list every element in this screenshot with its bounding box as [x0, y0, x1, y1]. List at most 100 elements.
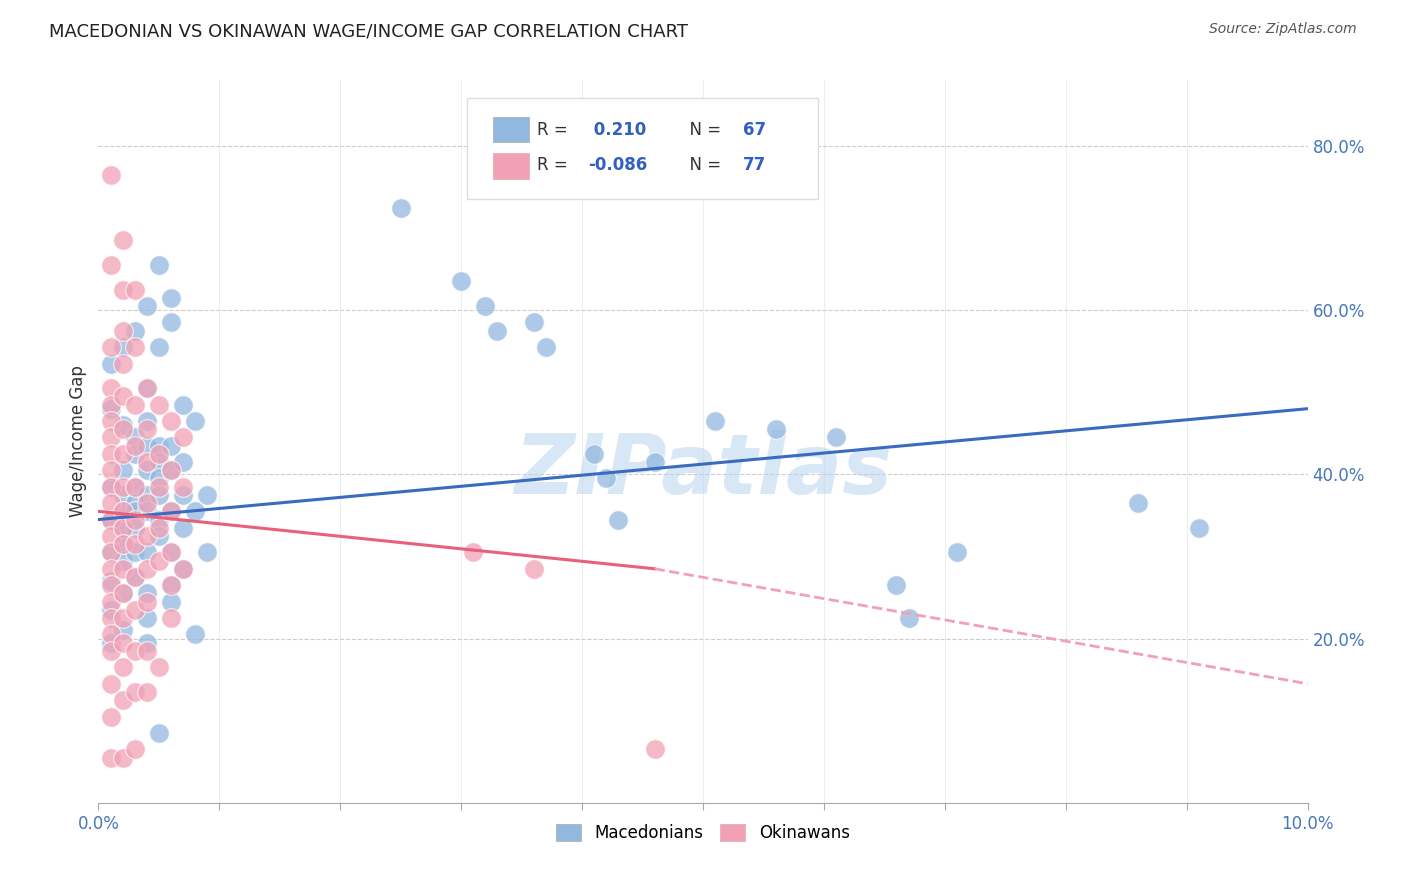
Point [160, 611, 183, 625]
Point [135, 439, 157, 453]
Point [111, 521, 134, 535]
Point [184, 504, 207, 518]
Point [172, 480, 194, 494]
Point [135, 586, 157, 600]
Point [100, 512, 122, 526]
Point [111, 586, 134, 600]
Point [111, 463, 134, 477]
Point [474, 299, 496, 313]
Point [160, 545, 183, 559]
Point [172, 398, 194, 412]
Point [124, 324, 146, 338]
Point [135, 488, 157, 502]
Point [450, 275, 472, 289]
Point [523, 316, 546, 330]
Point [111, 660, 134, 674]
Text: N =: N = [679, 121, 725, 139]
Point [100, 594, 122, 608]
Point [111, 553, 134, 567]
Point [111, 562, 134, 576]
Point [124, 430, 146, 444]
Point [148, 447, 170, 461]
Legend: Macedonians, Okinawans: Macedonians, Okinawans [550, 817, 856, 848]
Point [135, 562, 157, 576]
Point [148, 726, 170, 740]
Point [644, 742, 666, 756]
Point [111, 537, 134, 551]
Point [124, 742, 146, 756]
Point [124, 570, 146, 584]
Point [135, 496, 157, 510]
Point [111, 537, 134, 551]
Point [124, 644, 146, 658]
Point [111, 418, 134, 433]
Point [111, 504, 134, 518]
Point [595, 471, 617, 485]
Point [111, 488, 134, 502]
Point [825, 430, 848, 444]
Point [160, 504, 183, 518]
Point [100, 636, 122, 650]
Point [111, 750, 134, 764]
Point [100, 578, 122, 592]
Point [100, 529, 122, 543]
Point [172, 562, 194, 576]
Text: 77: 77 [742, 156, 766, 174]
Point [135, 644, 157, 658]
Point [100, 258, 122, 272]
Point [100, 340, 122, 354]
Point [148, 553, 170, 567]
Point [607, 512, 630, 526]
Point [135, 594, 157, 608]
Text: 0.210: 0.210 [588, 121, 647, 139]
Point [124, 603, 146, 617]
Point [124, 496, 146, 510]
Point [100, 401, 122, 416]
Point [124, 480, 146, 494]
Point [195, 488, 218, 502]
Point [111, 521, 134, 535]
Point [135, 545, 157, 559]
Point [160, 578, 183, 592]
Point [148, 439, 170, 453]
Point [534, 340, 557, 354]
Point [184, 414, 207, 428]
Point [100, 545, 122, 559]
Point [124, 480, 146, 494]
Point [160, 504, 183, 518]
Point [389, 201, 412, 215]
Point [172, 562, 194, 576]
Point [100, 398, 122, 412]
Point [1188, 521, 1211, 535]
Point [160, 578, 183, 592]
Text: Source: ZipAtlas.com: Source: ZipAtlas.com [1209, 22, 1357, 37]
Point [148, 455, 170, 469]
Point [135, 422, 157, 436]
Point [111, 324, 134, 338]
Point [111, 447, 134, 461]
Point [172, 430, 194, 444]
Point [100, 480, 122, 494]
Point [704, 414, 727, 428]
Point [172, 488, 194, 502]
Point [148, 480, 170, 494]
Point [135, 611, 157, 625]
Point [111, 611, 134, 625]
Point [111, 504, 134, 518]
Point [523, 562, 546, 576]
Point [135, 636, 157, 650]
Point [111, 480, 134, 494]
Point [148, 398, 170, 412]
Point [100, 644, 122, 658]
Point [160, 545, 183, 559]
Point [160, 414, 183, 428]
Point [160, 463, 183, 477]
Point [135, 414, 157, 428]
Point [135, 381, 157, 395]
Point [148, 258, 170, 272]
Text: R =: R = [537, 121, 574, 139]
Point [124, 504, 146, 518]
Point [172, 455, 194, 469]
Point [100, 627, 122, 641]
Point [135, 685, 157, 699]
